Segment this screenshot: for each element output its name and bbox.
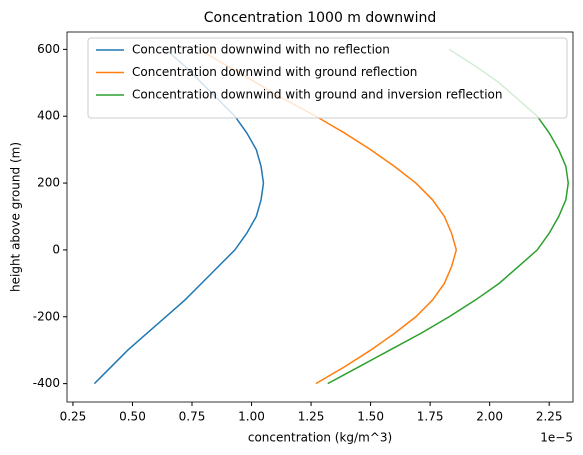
legend-label: Concentration downwind with ground and i… [132,88,503,102]
x-tick-label: 0.75 [179,410,206,424]
y-tick-label: 200 [37,176,60,190]
chart-title: Concentration 1000 m downwind [204,10,437,26]
y-tick-label: 400 [37,109,60,123]
x-tick-label: 2.00 [476,410,503,424]
x-tick-label: 1.75 [417,410,444,424]
x-tick-label: 1.25 [298,410,325,424]
y-axis-label: height above ground (m) [9,142,23,292]
x-tick-label: 0.25 [60,410,87,424]
y-tick-label: 0 [52,242,60,256]
legend: Concentration downwind with no reflectio… [87,37,568,119]
x-offset-label: 1e−5 [540,431,573,445]
legend-label: Concentration downwind with ground refle… [132,65,417,79]
x-tick-label: 1.50 [357,410,384,424]
x-axis-label: concentration (kg/m^3) [248,431,392,445]
legend-box [87,37,568,119]
legend-label: Concentration downwind with no reflectio… [132,43,390,57]
x-tick-label: 2.25 [536,410,563,424]
plot-frame [66,31,574,403]
y-tick-label: 600 [37,42,60,56]
y-tick-label: -400 [33,376,60,390]
x-tick-label: 0.50 [119,410,146,424]
x-tick-label: 1.00 [238,410,265,424]
y-tick-label: -200 [33,309,60,323]
